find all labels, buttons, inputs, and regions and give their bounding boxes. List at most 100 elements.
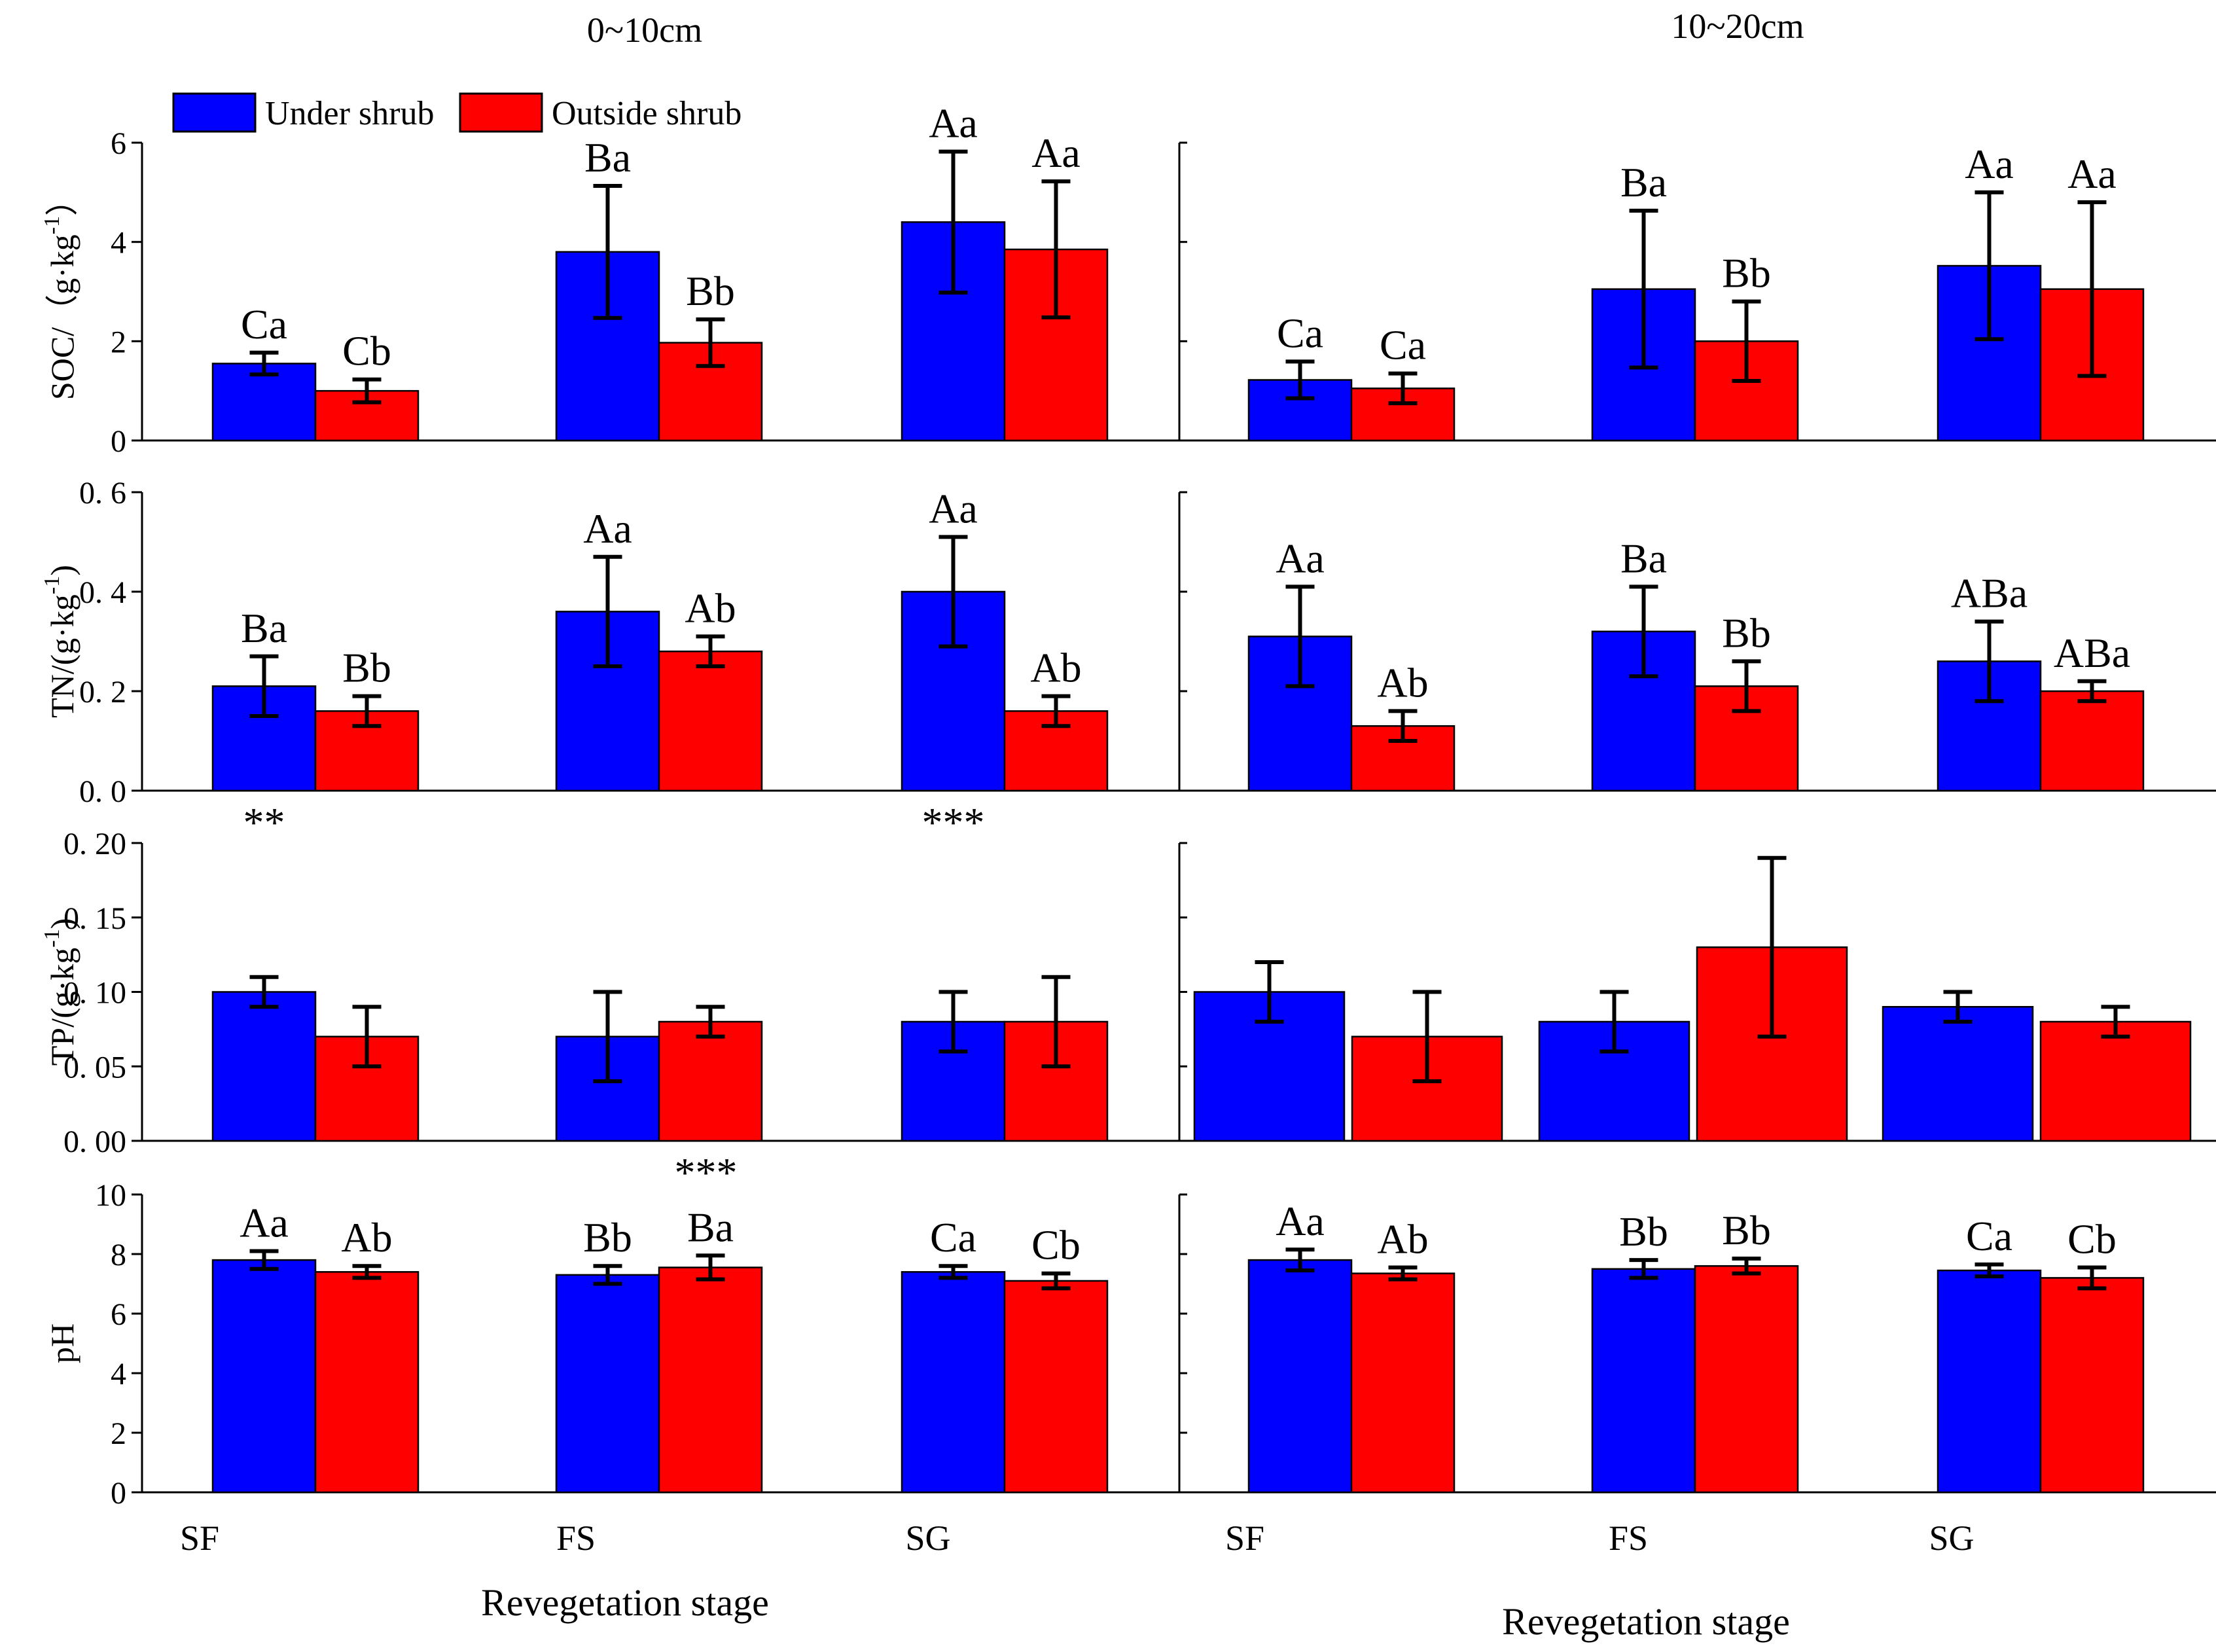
panel-soc: 0 2 4 6 SOC/（g·kg-1） Ca Ba Aa Cb Bb Aa (40, 100, 1179, 459)
significance-letter: Ba (584, 134, 631, 181)
error-bar (1629, 584, 1658, 679)
error-bar (1732, 659, 1761, 713)
significance-letter: Ab (685, 584, 736, 631)
y-tick-label: 0. 6 (79, 476, 126, 511)
error-bar (1388, 1265, 1418, 1282)
error-bar (696, 634, 725, 668)
significance-letter: Cb (1031, 1222, 1081, 1268)
significance-letter: Bb (342, 645, 391, 691)
legend-swatch-under-shrub (172, 92, 257, 133)
error-bar (1285, 1248, 1315, 1273)
error-bar (696, 1253, 725, 1282)
bar-tp-under-sf (211, 991, 317, 1142)
y-tick-label: 0. 4 (79, 575, 126, 610)
column-title-10-20cm: 10~20cm (1671, 7, 1804, 46)
bar-tp2-under-sg (1882, 1006, 2034, 1142)
significance-letter: Aa (583, 505, 632, 552)
y-tick-label: 8 (111, 1238, 126, 1272)
error-bar (2101, 1005, 2130, 1039)
significance-letter: Bb (583, 1214, 632, 1261)
significance-letter: Aa (1276, 1198, 1325, 1244)
error-bar (1041, 179, 1071, 319)
bar-tp2-outside-sg (2039, 1020, 2192, 1142)
x-tick-label-fs: FS (1609, 1518, 1648, 1558)
significance-letter: Ab (341, 1214, 392, 1261)
significance-letter: Ca (930, 1214, 976, 1261)
y-tick-label: 0. 20 (63, 827, 126, 861)
significance-letter: Ab (1377, 659, 1428, 706)
column-title-0-10cm: 0~10cm (587, 10, 702, 50)
significance-letter: Aa (1276, 535, 1325, 581)
error-bar (593, 554, 622, 668)
significance-asterisks: *** (675, 1149, 738, 1196)
x-tick-label-fs: FS (556, 1518, 596, 1558)
significance-letter: Cb (342, 328, 391, 374)
bar-tn2-outside-sg (2039, 690, 2145, 792)
significance-letter: Cb (2067, 1215, 2117, 1262)
y-tick-label: 4 (111, 226, 126, 260)
error-bar (593, 990, 622, 1083)
panel-tp: 0. 00 0. 05 0. 10 0. 15 0. 20 TP/(g·kg-1) *** (40, 827, 1179, 1196)
y-tick-label: 0. 10 (63, 976, 126, 1011)
error-bar (2077, 679, 2107, 704)
x-axis-label-right: Revegetation stage (1502, 1600, 1790, 1643)
significance-asterisks: *** (922, 799, 985, 846)
x-tick-label-sg: SG (1929, 1518, 1974, 1558)
error-bar (1732, 1256, 1761, 1276)
y-tick-label: 0. 2 (79, 675, 126, 709)
y-axis-label: SOC/（g·kg-1） (40, 183, 80, 400)
significance-letter: Aa (240, 1199, 289, 1246)
significance-letter: Ca (1380, 322, 1426, 368)
bar-ph2-outside-sg (2039, 1277, 2145, 1494)
bar-ph-outside-sg (1003, 1280, 1109, 1494)
y-tick-label: 2 (111, 1416, 126, 1451)
error-bar (2077, 200, 2107, 378)
significance-letter: Ba (1620, 535, 1667, 581)
error-bar (593, 1264, 622, 1286)
y-tick-label: 10 (95, 1178, 126, 1213)
error-bar (249, 350, 279, 377)
error-bar (1041, 694, 1071, 728)
y-axis-label: TP/(g·kg-1) (40, 918, 80, 1066)
x-tick-label-sf: SF (1225, 1518, 1264, 1558)
error-bar (352, 1264, 382, 1280)
y-axis-label: pH (44, 1323, 80, 1363)
y-tick-label: 6 (111, 1297, 126, 1332)
significance-letter: Ba (687, 1204, 734, 1250)
error-bar (938, 990, 968, 1054)
bar-ph2-outside-fs (1694, 1265, 1799, 1494)
panel-tp2 (1178, 842, 2216, 1142)
y-tick-label: 2 (111, 325, 126, 359)
error-bar (1285, 584, 1315, 689)
error-bar (1412, 990, 1442, 1083)
bar-ph-outside-fs (658, 1266, 763, 1494)
y-tick-label: 0 (111, 1476, 126, 1511)
x-tick-label-sg: SG (905, 1518, 950, 1558)
significance-letter: Ca (1966, 1213, 2012, 1259)
y-tick-label: 0. 15 (63, 901, 126, 936)
y-tick-label: 4 (111, 1357, 126, 1392)
bar-tp-outside-fs (658, 1020, 763, 1142)
error-bar (352, 1005, 382, 1069)
significance-letter: Aa (1031, 130, 1081, 176)
significance-letter: Aa (1965, 141, 2014, 187)
x-tick-label-sf: SF (180, 1518, 219, 1558)
error-bar (938, 149, 968, 295)
error-bar (1943, 990, 1973, 1024)
bar-ph-under-sf (211, 1259, 317, 1494)
significance-letter: Aa (929, 100, 978, 147)
error-bar (1041, 1271, 1071, 1291)
panel-ph2: Aa Bb Ca Ab Bb Cb SF FS SG (1178, 1193, 2216, 1558)
significance-letter: Aa (2067, 151, 2117, 197)
error-bar (1041, 975, 1071, 1069)
panel-ph: 0 2 4 6 8 10 pH Aa Bb Ca Ab Ba Cb SF FS SG (44, 1178, 1179, 1558)
y-tick-label: 6 (111, 126, 126, 161)
significance-letter: Ab (1377, 1215, 1428, 1262)
error-bar (1975, 190, 2004, 342)
error-bar (1629, 208, 1658, 370)
error-bar (1975, 1262, 2004, 1279)
legend-label-under-shrub: Under shrub (265, 95, 435, 132)
error-bar (938, 535, 968, 649)
error-bar (938, 1264, 968, 1280)
